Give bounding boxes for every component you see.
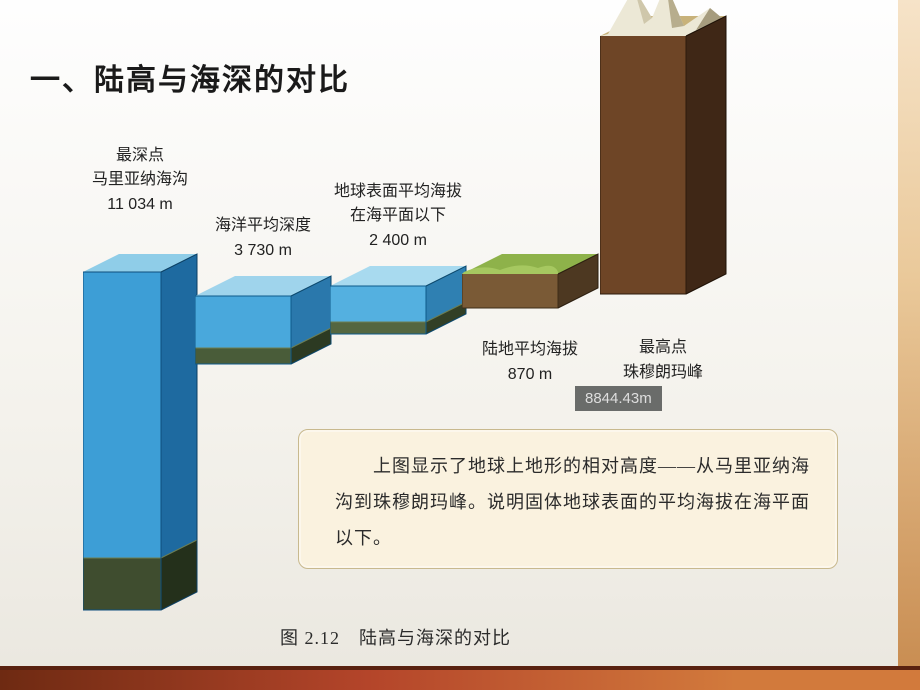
caption-box: 上图显示了地球上地形的相对高度——从马里亚纳海沟到珠穆朗玛峰。说明固体地球表面的… [298,429,838,569]
land-block-svg [462,244,612,320]
block-ocean: 海洋平均深度 3 730 m [195,276,331,376]
everest-height-badge: 8844.43m [575,386,662,411]
diagram-stage: 最深点 马里亚纳海沟 11 034 m 海洋平均深度 3 730 m [0,0,920,690]
slide-footer-bar [0,670,920,690]
trench-label-line2: 马里亚纳海沟 [60,168,220,193]
slide: 一、陆高与海深的对比 最深点 马里亚纳海沟 11 034 m [0,0,920,690]
everest-label-line1: 最高点 [583,336,743,361]
avg-earth-label: 地球表面平均海拔 在海平面以下 2 400 m [298,180,498,254]
block-trench: 最深点 马里亚纳海沟 11 034 m [83,230,197,630]
caption-text: 上图显示了地球上地形的相对高度——从马里亚纳海沟到珠穆朗玛峰。说明固体地球表面的… [335,456,810,548]
trench-label-line1: 最深点 [60,144,220,169]
everest-block-svg [600,0,740,318]
avg-earth-block-svg [330,256,480,346]
avg-earth-label-line1: 地球表面平均海拔 [298,180,498,205]
block-everest: 最高点 珠穆朗玛峰 [600,22,726,318]
avg-earth-label-line2: 在海平面以下 [298,204,498,229]
trench-block-svg [83,210,209,630]
block-land: 陆地平均海拔 870 m [462,256,598,320]
ocean-block-svg [195,266,345,376]
block-avg-earth: 地球表面平均海拔 在海平面以下 2 400 m [330,266,466,346]
everest-label-line2: 珠穆朗玛峰 [583,361,743,386]
figure-label: 图 2.12 陆高与海深的对比 [280,624,511,650]
trench-label: 最深点 马里亚纳海沟 11 034 m [60,144,220,218]
everest-label: 最高点 珠穆朗玛峰 [583,336,743,386]
